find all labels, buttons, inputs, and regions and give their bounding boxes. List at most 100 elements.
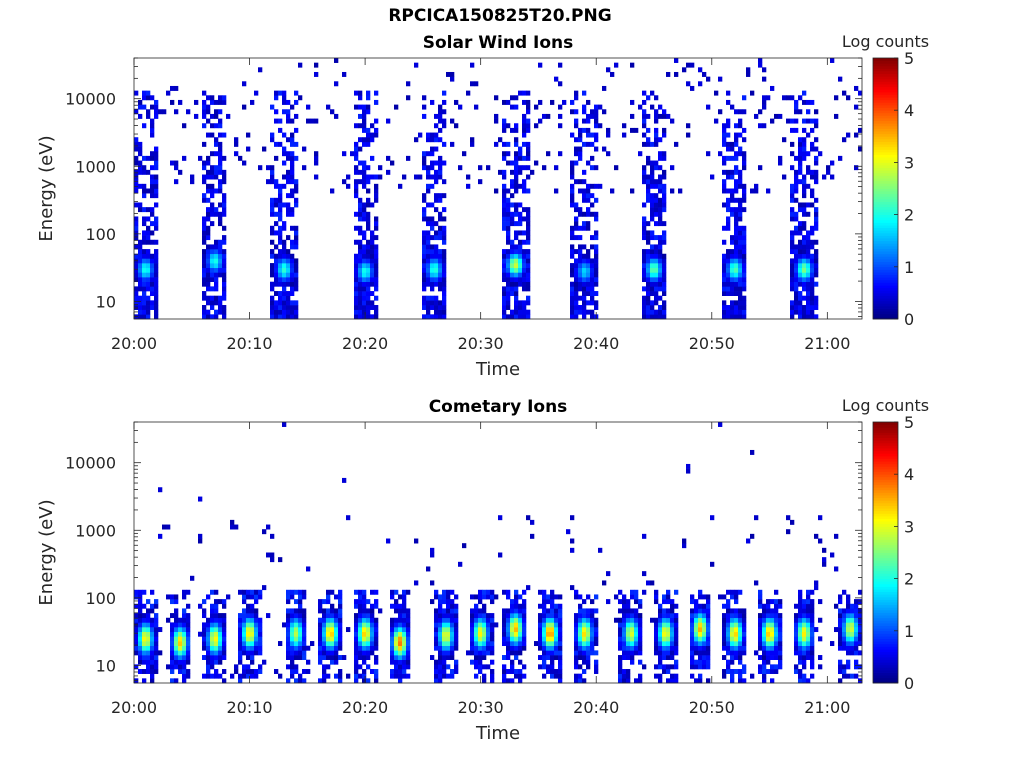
heatmap-cell [442,309,447,315]
heatmap-cell [510,239,515,245]
heatmap-cell [742,207,747,213]
heatmap-cell [526,118,531,124]
heatmap-cell [646,127,651,133]
heatmap-cell [850,636,855,642]
heatmap-cell [286,622,291,628]
heatmap-cell [206,650,211,656]
heatmap-cell [854,132,859,138]
heatmap-cell [490,636,495,642]
heatmap-cell [414,580,419,586]
heatmap-cell [694,650,699,656]
heatmap-cell [146,155,151,161]
heatmap-cell [514,249,519,255]
heatmap-cell [254,673,259,679]
heatmap-cell [294,305,299,310]
heatmap-cell [134,146,139,152]
heatmap-cell [746,71,751,77]
heatmap-cell [742,109,747,115]
heatmap-cell [238,627,243,633]
heatmap-cell [138,627,143,633]
heatmap-cell [646,193,651,199]
heatmap-cell [146,617,151,623]
heatmap-cell [294,641,299,647]
heatmap-cell [142,258,147,264]
heatmap-cell [222,207,227,213]
heatmap-cell [430,286,435,292]
heatmap-cell [142,678,147,684]
heatmap-cell [726,258,731,264]
heatmap-cell [214,300,219,306]
heatmap-cell [178,636,183,642]
heatmap-cell [202,197,207,203]
heatmap-cell [294,155,299,161]
heatmap-cell [458,165,463,171]
heatmap-cell [742,253,747,259]
heatmap-cell [654,183,659,189]
heatmap-cell [438,174,443,180]
heatmap-cell [222,253,227,259]
heatmap-cell [242,594,247,600]
colorbar-segment [873,552,898,556]
heatmap-cell [490,641,495,647]
heatmap-cell [574,272,579,278]
heatmap-cell [134,263,139,269]
heatmap-cell [250,594,255,600]
heatmap-cell [154,281,159,287]
heatmap-cell [438,664,443,670]
heatmap-cell [546,631,551,637]
heatmap-cell [802,627,807,633]
heatmap-cell [294,631,299,637]
heatmap-cell [426,132,431,138]
heatmap-cell [282,314,287,320]
heatmap-cell [854,627,859,633]
heatmap-cell [798,636,803,642]
heatmap-cell [406,627,411,633]
heatmap-cell [514,207,519,213]
heatmap-cell [214,622,219,628]
heatmap-cell [306,118,311,124]
x-axis: 20:00 20:10 20:20 20:30 20:40 20:50 21:00 [111,422,850,717]
colorbar-segment [873,534,898,538]
heatmap-cell [774,645,779,651]
heatmap-cell [514,263,519,269]
heatmap-cell [354,309,359,315]
heatmap-cell [326,622,331,628]
colorbar-segment [873,89,898,93]
heatmap-cell [558,673,563,679]
heatmap-cell [590,263,595,269]
heatmap-cell [442,291,447,296]
colorbar-segment [873,542,898,546]
heatmap-cell [506,253,511,259]
heatmap-cell [694,645,699,651]
heatmap-cell [370,137,375,143]
heatmap-cell [334,641,339,647]
colorbar-tick-label: 4 [904,465,914,484]
heatmap-cell [642,90,647,96]
heatmap-cell [354,123,359,129]
heatmap-cell [214,659,219,665]
heatmap-cell [794,179,799,185]
heatmap-cell [234,524,239,530]
heatmap-cell [490,599,495,605]
heatmap-cell [514,202,519,208]
heatmap-cell [286,155,291,161]
heatmap-cell [218,627,223,633]
heatmap-cell [502,188,507,194]
heatmap-cell [514,141,519,147]
heatmap-cell [154,650,159,656]
heatmap-cell [134,603,139,609]
colorbar-segment [873,162,898,166]
heatmap-cell [502,622,507,628]
heatmap-cell [478,599,483,605]
heatmap-cell [618,673,623,679]
heatmap-cell [518,216,523,222]
heatmap-cell [662,207,667,213]
heatmap-cell [538,99,543,105]
heatmap-cell [258,636,263,642]
heatmap-cell [146,263,151,269]
heatmap-cell [670,664,675,670]
heatmap-cell [150,179,155,185]
heatmap-cell [722,622,727,628]
heatmap-cell [510,193,515,199]
